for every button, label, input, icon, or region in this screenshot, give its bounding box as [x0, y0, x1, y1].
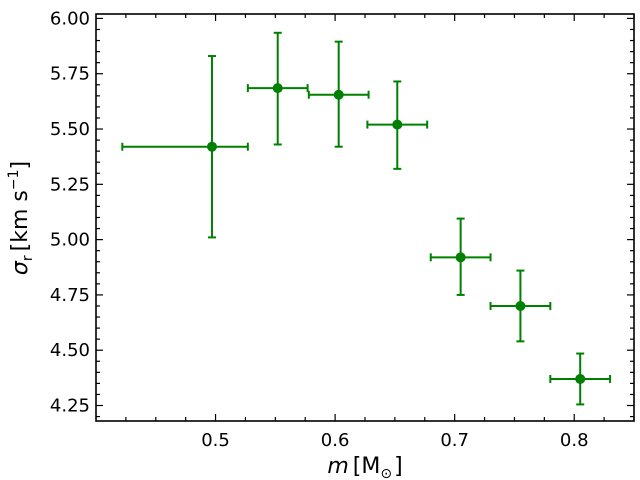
- data-point: [392, 119, 403, 130]
- data-point: [515, 300, 526, 311]
- data-point: [272, 83, 283, 94]
- data-point-group: [429, 217, 492, 296]
- y-tick-label: 5.00: [50, 230, 90, 251]
- data-series: [121, 31, 612, 406]
- y-tick-label: 5.50: [50, 119, 90, 140]
- plot-frame: [95, 13, 635, 422]
- y-axis-label-sub: r: [20, 255, 36, 261]
- data-point-group: [246, 31, 309, 146]
- minor-ticks: [96, 14, 635, 421]
- x-tick-label: 0.7: [440, 430, 469, 451]
- y-tick-label: 4.25: [50, 396, 90, 417]
- data-point-group: [489, 269, 552, 343]
- y-tick-labels: 4.25 4.50 4.75 5.00 5.25 5.50 5.75 6.00: [50, 8, 90, 416]
- x-tick-labels: 0.5 0.6 0.7 0.8: [201, 430, 588, 451]
- y-axis-label-base: σ: [8, 260, 33, 275]
- data-point: [455, 252, 466, 263]
- data-point-group: [549, 352, 612, 406]
- y-tick-label: 4.75: [50, 285, 90, 306]
- x-axis-label-unit: M: [361, 454, 380, 479]
- x-axis-label-base: m: [327, 454, 348, 479]
- x-tick-label: 0.6: [321, 430, 350, 451]
- data-point: [206, 141, 217, 152]
- y-tick-label: 5.25: [50, 174, 90, 195]
- data-point: [333, 89, 344, 100]
- y-axis-label: σr [km s−1]: [6, 161, 36, 275]
- y-tick-label: 5.75: [50, 64, 90, 85]
- x-axis-label: m [M⊙]: [327, 454, 402, 480]
- y-axis-label-unit: km s: [8, 190, 33, 243]
- y-axis-label-close-bracket: ]: [8, 161, 33, 170]
- x-axis-label-close-bracket: ]: [394, 454, 403, 479]
- x-tick-label: 0.5: [201, 430, 230, 451]
- data-point: [575, 373, 586, 384]
- y-tick-label: 6.00: [50, 8, 90, 29]
- y-axis-label-unit-sup: −1: [6, 170, 22, 191]
- major-ticks: [96, 14, 634, 421]
- y-axis-label-open-bracket: [: [8, 243, 33, 252]
- data-point-group: [121, 55, 249, 239]
- y-tick-label: 4.50: [50, 340, 90, 361]
- x-tick-label: 0.8: [560, 430, 589, 451]
- data-point-group: [366, 80, 429, 170]
- x-axis-label-open-bracket: [: [353, 454, 362, 479]
- data-point-group: [307, 40, 370, 148]
- x-axis-label-unit-sub: ⊙: [380, 466, 392, 480]
